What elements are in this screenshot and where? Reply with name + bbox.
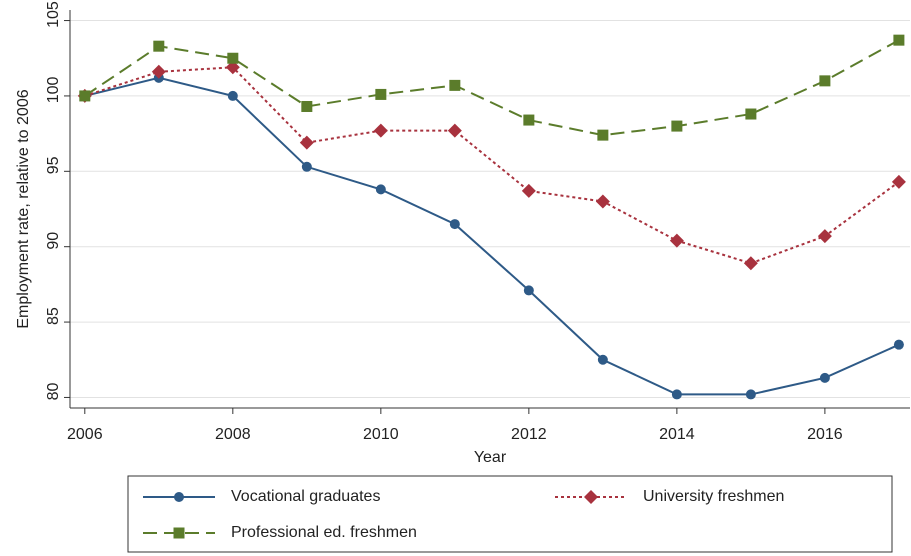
point xyxy=(153,40,165,52)
x-axis-label: Year xyxy=(474,449,507,466)
point xyxy=(523,114,535,126)
point xyxy=(523,285,534,296)
y-tick-label: 95 xyxy=(45,156,62,174)
point xyxy=(743,256,758,271)
point xyxy=(745,108,757,120)
point xyxy=(227,52,239,64)
point xyxy=(819,75,831,87)
x-tick-label: 2008 xyxy=(215,426,251,443)
point xyxy=(225,60,240,75)
legend-marker xyxy=(173,527,185,539)
x-tick-label: 2016 xyxy=(807,426,843,443)
x-tick-label: 2010 xyxy=(363,426,399,443)
point xyxy=(449,79,461,91)
point xyxy=(151,64,166,79)
legend-box xyxy=(127,475,893,553)
point xyxy=(819,372,830,383)
point xyxy=(447,123,462,138)
point xyxy=(891,174,906,189)
series-line xyxy=(84,76,900,396)
y-tick-label: 90 xyxy=(45,232,62,250)
point xyxy=(893,339,904,350)
point xyxy=(373,123,388,138)
point xyxy=(595,194,610,209)
point xyxy=(521,183,536,198)
point xyxy=(745,389,756,400)
x-tick-label: 2012 xyxy=(511,426,547,443)
legend-label: Vocational graduates xyxy=(231,488,380,505)
point xyxy=(671,389,682,400)
series-line xyxy=(84,66,900,265)
x-tick-label: 2014 xyxy=(659,426,695,443)
x-tick-label: 2006 xyxy=(67,426,103,443)
point xyxy=(301,161,312,172)
y-tick-label: 100 xyxy=(45,76,62,103)
point xyxy=(597,354,608,365)
y-tick-label: 80 xyxy=(45,382,62,400)
point xyxy=(375,184,386,195)
point xyxy=(671,120,683,132)
point xyxy=(299,135,314,150)
y-tick-label: 105 xyxy=(45,1,62,28)
series-line xyxy=(84,39,900,137)
point xyxy=(597,129,609,141)
legend-marker xyxy=(584,490,598,504)
point xyxy=(301,100,313,112)
point xyxy=(893,34,905,46)
point xyxy=(79,90,91,102)
legend-label: University freshmen xyxy=(643,488,784,505)
point xyxy=(449,219,460,230)
point xyxy=(817,229,832,244)
y-tick-label: 85 xyxy=(45,307,62,325)
point xyxy=(375,88,387,100)
point xyxy=(669,233,684,248)
y-axis-label: Employment rate, relative to 2006 xyxy=(15,89,32,328)
legend-marker xyxy=(174,492,184,502)
legend-label: Professional ed. freshmen xyxy=(231,524,417,541)
point xyxy=(227,90,238,101)
